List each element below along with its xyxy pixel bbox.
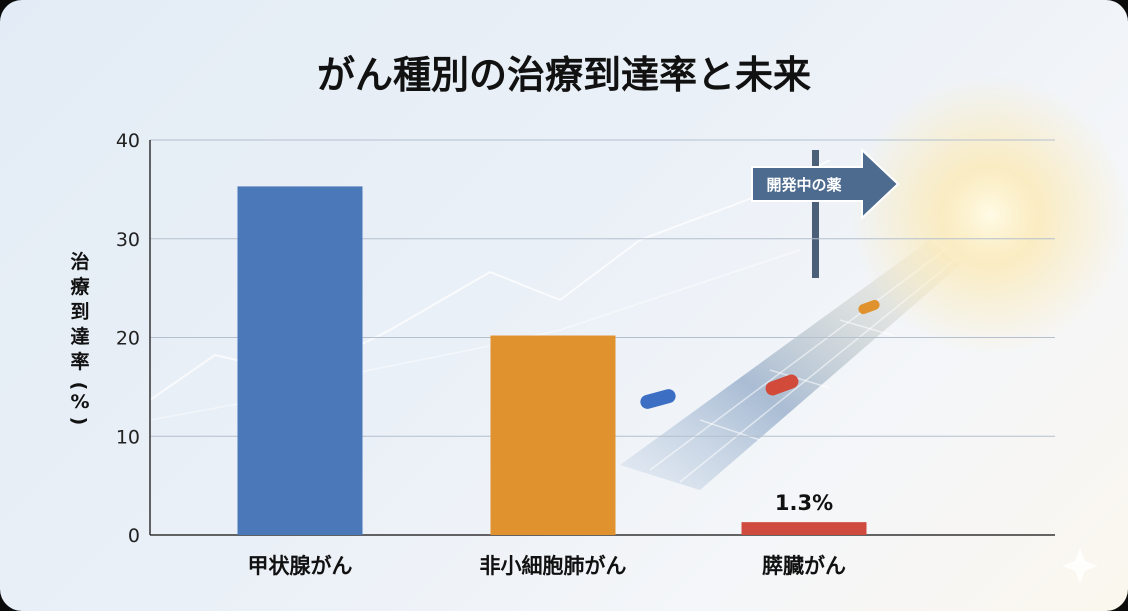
bars — [237, 186, 867, 535]
x-tick-label: 甲状腺がん — [248, 554, 353, 578]
bar — [237, 186, 363, 535]
signpost-arrow-icon: 開発中の薬 — [751, 147, 900, 278]
y-axis-label: 治療到達率 (%) — [68, 250, 90, 425]
y-tick-label: 0 — [128, 525, 140, 547]
category-labels: 甲状腺がん 非小細胞肺がん 膵臓がん — [248, 554, 847, 578]
y-axis-label-char: 達 — [70, 325, 89, 348]
y-tick-label: 40 — [116, 130, 140, 152]
y-axis-label-char: ( — [68, 382, 90, 391]
y-tick-label: 30 — [116, 229, 140, 251]
data-labels: 1.3% — [775, 491, 833, 515]
chart-title: がん種別の治療到達率と未来 — [317, 53, 811, 97]
light-glow — [850, 75, 1128, 355]
y-axis-label-char: 治 — [70, 250, 89, 273]
y-axis-ticks: 0 10 20 30 40 — [116, 130, 140, 547]
bar — [741, 522, 867, 535]
y-axis-label-char: 率 — [70, 350, 89, 373]
y-axis-label-char: 療 — [70, 275, 90, 298]
y-axis-label-char: % — [70, 391, 89, 413]
capsule-icon — [640, 389, 676, 409]
x-tick-label: 非小細胞肺がん — [480, 554, 627, 578]
y-axis-label-char: ) — [68, 417, 90, 426]
y-tick-label: 10 — [116, 426, 140, 448]
annotation-label: 開発中の薬 — [766, 176, 841, 194]
capsule-icon — [858, 299, 880, 315]
data-label: 1.3% — [775, 491, 833, 515]
sparkle-icon — [1062, 548, 1098, 584]
y-axis-label-char: 到 — [70, 301, 89, 323]
bar — [490, 335, 616, 535]
y-tick-label: 20 — [116, 328, 140, 350]
capsule-icon — [765, 374, 799, 396]
background-illustration: 開発中の薬 — [149, 75, 1128, 490]
x-tick-label: 膵臓がん — [762, 554, 846, 578]
